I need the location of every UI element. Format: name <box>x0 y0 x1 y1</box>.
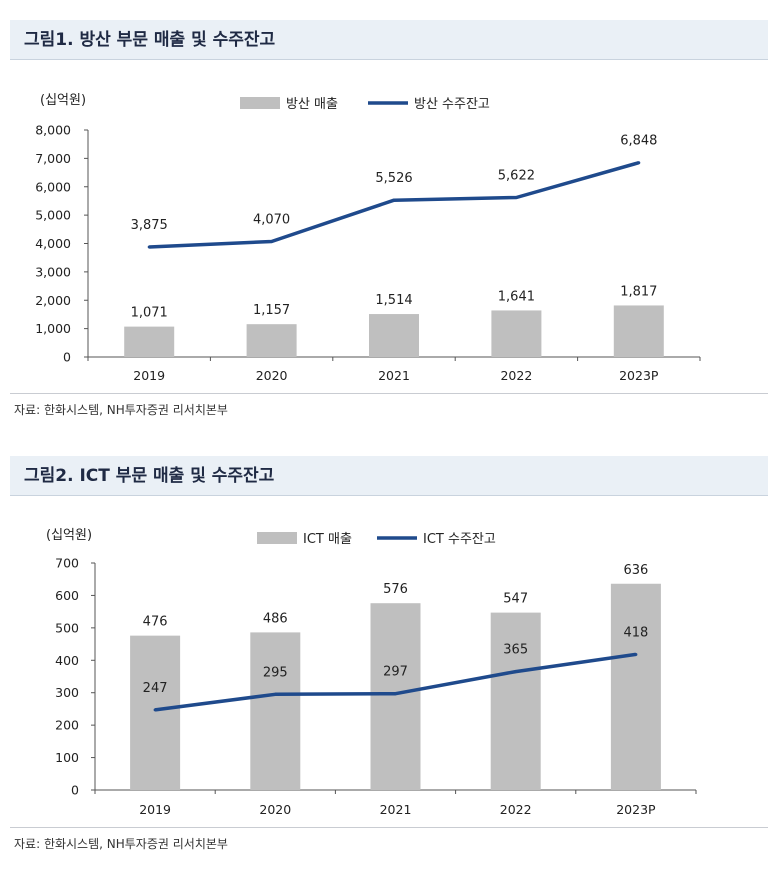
bar-data-label: 1,641 <box>498 289 535 304</box>
bar-data-label: 576 <box>383 582 408 597</box>
figure1-source: 자료: 한화시스템, NH투자증권 리서치본부 <box>14 403 228 417</box>
line-point <box>392 198 396 202</box>
bar-data-label: 1,157 <box>253 303 290 318</box>
chart1-defense: (십억원) 방산 매출 방산 수주잔고 0 1,000 2,000 3,000 4,000 5,… <box>35 93 701 383</box>
y-tick-label: 700 <box>55 556 79 571</box>
x-tick-label: 2019 <box>133 368 165 383</box>
line-data-label: 247 <box>143 681 168 696</box>
x-tick-label: 2021 <box>380 802 412 817</box>
y-tick-label: 100 <box>55 750 79 765</box>
bar <box>250 632 301 790</box>
line-data-label: 5,622 <box>498 168 535 183</box>
line-data-label: 297 <box>383 665 408 680</box>
bar-data-label: 547 <box>503 592 528 607</box>
line-point <box>514 195 518 199</box>
y-unit-label: (십억원) <box>46 528 92 543</box>
bar <box>610 583 661 790</box>
x-tick-label: 2020 <box>259 802 291 817</box>
y-tick-label: 1,000 <box>35 321 71 336</box>
bar-data-label: 476 <box>143 615 168 630</box>
figure1-divider <box>10 393 768 394</box>
y-tick-label: 500 <box>55 620 79 635</box>
x-tick-label: 2022 <box>500 802 532 817</box>
x-tick-label: 2023P <box>619 368 659 383</box>
bar-data-label: 1,817 <box>620 284 657 299</box>
x-tick-label: 2020 <box>256 368 288 383</box>
line-point <box>153 708 157 712</box>
legend-bar-swatch <box>240 97 280 109</box>
line-point <box>634 652 638 656</box>
y-tick-label: 600 <box>55 588 79 603</box>
bar <box>491 310 542 357</box>
line-point <box>514 670 518 674</box>
line-data-label: 4,070 <box>253 213 290 228</box>
x-tick-label: 2022 <box>500 368 532 383</box>
line-data-label: 6,848 <box>620 134 657 149</box>
y-tick-label: 0 <box>71 783 79 798</box>
legend-bar-label: ICT 매출 <box>303 532 352 547</box>
figure1-title: 그림1. 방산 부문 매출 및 수주잔고 <box>10 20 768 60</box>
legend-bar-label: 방산 매출 <box>286 97 338 112</box>
y-tick-label: 5,000 <box>35 208 71 223</box>
figure2-source: 자료: 한화시스템, NH투자증권 리서치본부 <box>14 837 228 851</box>
line-point <box>394 692 397 696</box>
bar <box>130 635 181 790</box>
y-tick-label: 6,000 <box>35 179 71 194</box>
y-tick-label: 200 <box>55 718 79 733</box>
y-tick-label: 4,000 <box>35 236 71 251</box>
bar <box>613 305 664 357</box>
bar <box>246 324 297 357</box>
bar-data-label: 1,071 <box>131 306 168 321</box>
line-data-label: 365 <box>503 643 528 658</box>
bar-data-label: 1,514 <box>375 293 412 308</box>
figure2-divider <box>10 827 768 828</box>
bar <box>490 612 541 790</box>
y-unit-label: (십억원) <box>40 93 86 108</box>
line-data-label: 295 <box>263 665 288 680</box>
chart2-ict: (십억원) ICT 매출 ICT 수주잔고 0 100 200 300 400 500 600 70… <box>46 528 697 817</box>
line-point <box>637 161 641 165</box>
bar-data-label: 486 <box>263 611 288 626</box>
legend-bar-swatch <box>257 532 297 544</box>
x-tick-label: 2021 <box>378 368 410 383</box>
y-tick-label: 7,000 <box>35 151 71 166</box>
line-point <box>147 245 151 249</box>
legend-line-label: 방산 수주잔고 <box>414 97 490 112</box>
legend-line-label: ICT 수주잔고 <box>423 532 496 547</box>
line-data-label: 418 <box>623 625 648 640</box>
figure2-title: 그림2. ICT 부문 매출 및 수주잔고 <box>10 456 768 496</box>
y-tick-label: 8,000 <box>35 123 71 138</box>
bar-data-label: 636 <box>623 563 648 578</box>
y-tick-label: 300 <box>55 685 79 700</box>
x-tick-label: 2023P <box>616 802 656 817</box>
line-data-label: 5,526 <box>375 171 412 186</box>
y-tick-label: 400 <box>55 653 79 668</box>
line-point <box>273 692 277 696</box>
line-point <box>270 240 274 244</box>
bar <box>124 326 175 357</box>
bar <box>370 603 421 790</box>
y-tick-label: 3,000 <box>35 264 71 279</box>
y-tick-label: 2,000 <box>35 293 71 308</box>
y-tick-label: 0 <box>63 350 71 365</box>
line-data-label: 3,875 <box>131 218 168 233</box>
x-tick-label: 2019 <box>139 802 171 817</box>
bar <box>369 314 419 357</box>
